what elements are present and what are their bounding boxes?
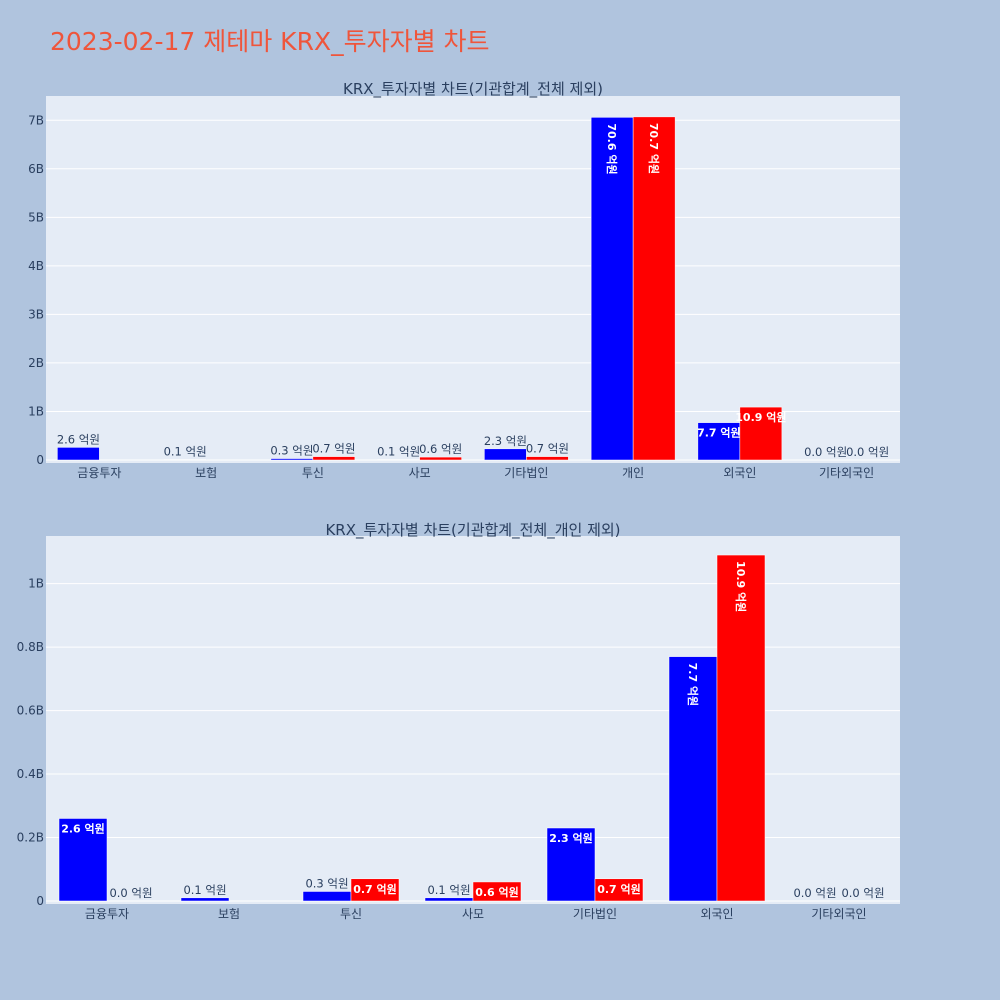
bar bbox=[57, 447, 100, 461]
data-label: 0.7 억원 bbox=[526, 442, 569, 456]
x-tick-label: 사모 bbox=[409, 466, 431, 480]
data-label: 70.6 억원 bbox=[605, 123, 619, 174]
data-label: 0.3 억원 bbox=[305, 876, 348, 890]
bar bbox=[472, 881, 522, 902]
bar bbox=[350, 878, 400, 902]
bar bbox=[668, 656, 718, 902]
data-label: 70.7 억원 bbox=[647, 123, 661, 174]
y-tick-label: 1B bbox=[28, 404, 44, 418]
bar bbox=[594, 878, 644, 902]
data-label: 2.6 억원 bbox=[57, 432, 100, 446]
bar bbox=[419, 456, 462, 461]
y-tick-label: 0.2B bbox=[17, 831, 44, 845]
y-tick-label: 0 bbox=[36, 894, 44, 908]
x-tick-label: 외국인 bbox=[700, 907, 733, 921]
bar bbox=[739, 406, 783, 461]
data-label: 0.6 억원 bbox=[475, 885, 519, 899]
x-tick-label: 사모 bbox=[462, 907, 484, 921]
y-tick-label: 4B bbox=[28, 259, 44, 273]
data-label: 0.0 억원 bbox=[841, 886, 884, 900]
x-tick-label: 투신 bbox=[340, 907, 362, 921]
plot-area bbox=[46, 536, 900, 904]
y-tick-label: 3B bbox=[28, 307, 44, 321]
data-label: 0.1 억원 bbox=[427, 883, 470, 897]
bar bbox=[270, 458, 314, 461]
y-tick-label: 0.8B bbox=[17, 640, 44, 654]
y-tick-label: 5B bbox=[28, 210, 44, 224]
x-tick-label: 보험 bbox=[218, 907, 240, 921]
data-label: 10.9 억원 bbox=[734, 561, 748, 612]
data-label: 2.3 억원 bbox=[549, 831, 593, 845]
x-tick-label: 외국인 bbox=[723, 466, 756, 480]
chart-1: 0 1B 2B 3B 4B 5B 6B 7B KRX_투자자별 차트(기관합계_전체 제외) 금융… bbox=[28, 80, 900, 480]
bar bbox=[58, 818, 108, 902]
data-label: 0.0 억원 bbox=[846, 445, 889, 459]
data-label: 0.0 억원 bbox=[804, 445, 847, 459]
data-label: 2.3 억원 bbox=[484, 434, 527, 448]
bar bbox=[526, 456, 569, 461]
bar bbox=[484, 448, 527, 461]
bar bbox=[302, 891, 352, 902]
plot-area bbox=[46, 96, 900, 463]
x-tick-label: 개인 bbox=[622, 466, 644, 480]
x-tick-label: 기타외국인 bbox=[819, 466, 874, 480]
y-tick-label: 0 bbox=[36, 453, 44, 467]
data-label: 0.7 억원 bbox=[597, 882, 641, 896]
data-label: 0.7 억원 bbox=[353, 882, 397, 896]
data-label: 0.1 억원 bbox=[164, 445, 207, 459]
y-tick-label: 2B bbox=[28, 356, 44, 370]
bar bbox=[424, 897, 474, 902]
y-tick-label: 0.6B bbox=[17, 704, 44, 718]
data-label: 0.7 억원 bbox=[312, 442, 355, 456]
x-tick-label: 투신 bbox=[302, 466, 324, 480]
x-tick-label: 금융투자 bbox=[85, 907, 129, 921]
data-label: 0.0 억원 bbox=[109, 886, 152, 900]
chart-2: 0 0.2B 0.4B 0.6B 0.8B 1B KRX_투자자별 차트(기관합계_전체_개… bbox=[17, 521, 900, 921]
data-label: 2.6 억원 bbox=[61, 821, 105, 835]
y-tick-label: 1B bbox=[28, 577, 44, 591]
data-label: 10.9 억원 bbox=[735, 410, 786, 424]
y-tick-label: 6B bbox=[28, 162, 44, 176]
data-label: 0.3 억원 bbox=[270, 444, 313, 458]
bar bbox=[180, 897, 230, 902]
data-label: 0.1 억원 bbox=[377, 445, 420, 459]
data-label: 7.7 억원 bbox=[686, 663, 700, 707]
x-tick-label: 보험 bbox=[195, 466, 217, 480]
x-tick-label: 기타법인 bbox=[573, 907, 617, 921]
page-title: 2023-02-17 제테마 KRX_투자자별 차트 bbox=[50, 27, 490, 56]
bar bbox=[716, 554, 766, 902]
bar bbox=[546, 827, 596, 902]
bar bbox=[312, 456, 356, 461]
x-tick-label: 기타외국인 bbox=[811, 907, 866, 921]
data-label: 0.0 억원 bbox=[793, 886, 836, 900]
x-tick-label: 금융투자 bbox=[77, 466, 121, 480]
bar bbox=[697, 422, 741, 461]
x-tick-label: 기타법인 bbox=[504, 466, 548, 480]
chart-title: KRX_투자자별 차트(기관합계_전체 제외) bbox=[343, 80, 603, 99]
data-label: 7.7 억원 bbox=[697, 426, 741, 440]
data-label: 0.1 억원 bbox=[183, 883, 226, 897]
chart-title: KRX_투자자별 차트(기관합계_전체_개인 제외) bbox=[325, 521, 620, 540]
data-label: 0.6 억원 bbox=[419, 442, 462, 456]
bar bbox=[632, 116, 676, 461]
y-tick-label: 7B bbox=[28, 113, 44, 127]
y-tick-label: 0.4B bbox=[17, 767, 44, 781]
